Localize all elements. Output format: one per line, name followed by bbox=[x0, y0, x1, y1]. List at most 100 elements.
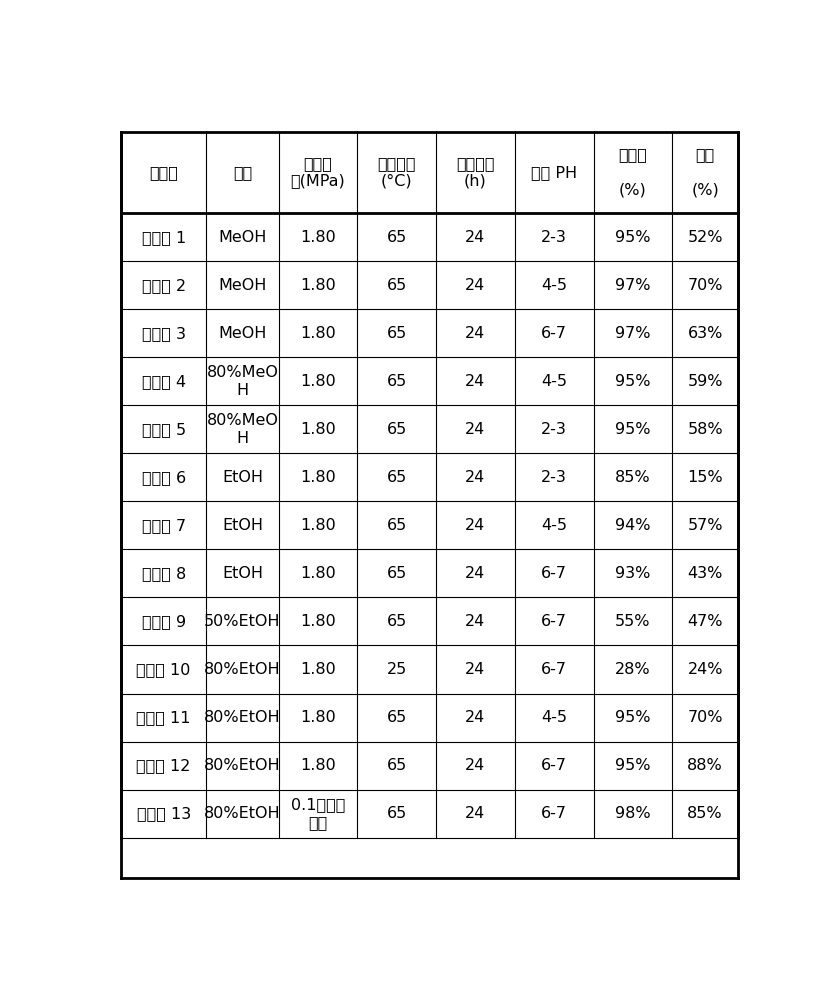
Text: EtOH: EtOH bbox=[222, 566, 263, 581]
Text: 实施例 2: 实施例 2 bbox=[142, 278, 186, 293]
Text: 6-7: 6-7 bbox=[541, 566, 567, 581]
Text: 实施例 5: 实施例 5 bbox=[142, 422, 186, 437]
Text: 1.80: 1.80 bbox=[300, 326, 336, 341]
Text: 24: 24 bbox=[465, 614, 485, 629]
Text: 85%: 85% bbox=[687, 806, 723, 821]
Text: 1.80: 1.80 bbox=[300, 710, 336, 725]
Text: 97%: 97% bbox=[615, 278, 650, 293]
Text: 收率

(%): 收率 (%) bbox=[691, 147, 719, 197]
Text: 实施例 12: 实施例 12 bbox=[137, 758, 191, 773]
Text: 1.80: 1.80 bbox=[300, 278, 336, 293]
Text: 反应时间
(h): 反应时间 (h) bbox=[456, 156, 494, 189]
Text: 实施例: 实施例 bbox=[149, 165, 178, 180]
Text: 4-5: 4-5 bbox=[541, 518, 567, 533]
Text: 95%: 95% bbox=[615, 758, 650, 773]
Text: 24: 24 bbox=[465, 374, 485, 389]
Text: 24: 24 bbox=[465, 470, 485, 485]
Text: 80%EtOH: 80%EtOH bbox=[204, 806, 281, 821]
Text: 溶剂: 溶剂 bbox=[233, 165, 252, 180]
Text: 实施例 10: 实施例 10 bbox=[137, 662, 191, 677]
Text: 24: 24 bbox=[465, 230, 485, 245]
Text: 25: 25 bbox=[386, 662, 406, 677]
Text: MeOH: MeOH bbox=[218, 326, 266, 341]
Text: 实施例 13: 实施例 13 bbox=[137, 806, 191, 821]
Text: 24: 24 bbox=[465, 278, 485, 293]
Text: 氧气压
力(MPa): 氧气压 力(MPa) bbox=[291, 156, 345, 189]
Text: 52%: 52% bbox=[687, 230, 723, 245]
Text: 1.80: 1.80 bbox=[300, 230, 336, 245]
Text: 1.80: 1.80 bbox=[300, 758, 336, 773]
Text: 2-3: 2-3 bbox=[541, 422, 567, 437]
Text: 1.80: 1.80 bbox=[300, 662, 336, 677]
Text: 24: 24 bbox=[465, 326, 485, 341]
Text: MeOH: MeOH bbox=[218, 278, 266, 293]
Text: 98%: 98% bbox=[615, 806, 651, 821]
Text: 95%: 95% bbox=[615, 710, 650, 725]
Text: 55%: 55% bbox=[615, 614, 650, 629]
Text: 实施例 6: 实施例 6 bbox=[142, 470, 186, 485]
Text: 65: 65 bbox=[386, 518, 406, 533]
Text: 24: 24 bbox=[465, 566, 485, 581]
Text: 65: 65 bbox=[386, 326, 406, 341]
Text: 24%: 24% bbox=[687, 662, 723, 677]
Text: 2-3: 2-3 bbox=[541, 470, 567, 485]
Text: 80%EtOH: 80%EtOH bbox=[204, 662, 281, 677]
Text: 65: 65 bbox=[386, 278, 406, 293]
Text: 4-5: 4-5 bbox=[541, 710, 567, 725]
Text: 95%: 95% bbox=[615, 374, 650, 389]
Text: MeOH: MeOH bbox=[218, 230, 266, 245]
Text: 15%: 15% bbox=[687, 470, 723, 485]
Text: 70%: 70% bbox=[687, 710, 723, 725]
Text: 59%: 59% bbox=[687, 374, 723, 389]
Text: 24: 24 bbox=[465, 758, 485, 773]
Text: 实施例 4: 实施例 4 bbox=[142, 374, 186, 389]
Text: 28%: 28% bbox=[615, 662, 651, 677]
Text: 6-7: 6-7 bbox=[541, 758, 567, 773]
Text: 4-5: 4-5 bbox=[541, 374, 567, 389]
Text: 24: 24 bbox=[465, 806, 485, 821]
Text: 65: 65 bbox=[386, 470, 406, 485]
Text: 65: 65 bbox=[386, 806, 406, 821]
Text: 1.80: 1.80 bbox=[300, 470, 336, 485]
Text: 80%EtOH: 80%EtOH bbox=[204, 758, 281, 773]
Text: 转化率

(%): 转化率 (%) bbox=[618, 147, 648, 197]
Text: 中和 PH: 中和 PH bbox=[531, 165, 577, 180]
Text: 24: 24 bbox=[465, 662, 485, 677]
Text: 6-7: 6-7 bbox=[541, 614, 567, 629]
Text: 65: 65 bbox=[386, 374, 406, 389]
Text: 6-7: 6-7 bbox=[541, 662, 567, 677]
Text: 43%: 43% bbox=[687, 566, 723, 581]
Text: 1.80: 1.80 bbox=[300, 422, 336, 437]
Text: EtOH: EtOH bbox=[222, 518, 263, 533]
Text: 93%: 93% bbox=[615, 566, 650, 581]
Text: 6-7: 6-7 bbox=[541, 326, 567, 341]
Text: 实施例 9: 实施例 9 bbox=[142, 614, 186, 629]
Text: 6-7: 6-7 bbox=[541, 806, 567, 821]
Text: 4-5: 4-5 bbox=[541, 278, 567, 293]
Text: 1.80: 1.80 bbox=[300, 518, 336, 533]
Text: 94%: 94% bbox=[615, 518, 650, 533]
Text: 实施例 11: 实施例 11 bbox=[137, 710, 191, 725]
Text: 实施例 8: 实施例 8 bbox=[142, 566, 186, 581]
Text: 65: 65 bbox=[386, 758, 406, 773]
Text: 24: 24 bbox=[465, 422, 485, 437]
Text: 2-3: 2-3 bbox=[541, 230, 567, 245]
Text: 0.1（氧气
球）: 0.1（氧气 球） bbox=[291, 797, 345, 830]
Text: 24: 24 bbox=[465, 710, 485, 725]
Text: 实施例 1: 实施例 1 bbox=[142, 230, 186, 245]
Text: 65: 65 bbox=[386, 422, 406, 437]
Text: 63%: 63% bbox=[687, 326, 723, 341]
Text: 65: 65 bbox=[386, 566, 406, 581]
Text: 80%MeO
H: 80%MeO H bbox=[206, 413, 278, 446]
Text: 1.80: 1.80 bbox=[300, 374, 336, 389]
Text: 85%: 85% bbox=[615, 470, 651, 485]
Text: 97%: 97% bbox=[615, 326, 650, 341]
Text: 反应温度
(°C): 反应温度 (°C) bbox=[377, 156, 416, 189]
Text: 65: 65 bbox=[386, 614, 406, 629]
Text: 80%EtOH: 80%EtOH bbox=[204, 710, 281, 725]
Text: EtOH: EtOH bbox=[222, 470, 263, 485]
Text: 58%: 58% bbox=[687, 422, 723, 437]
Text: 57%: 57% bbox=[687, 518, 723, 533]
Text: 70%: 70% bbox=[687, 278, 723, 293]
Text: 65: 65 bbox=[386, 710, 406, 725]
